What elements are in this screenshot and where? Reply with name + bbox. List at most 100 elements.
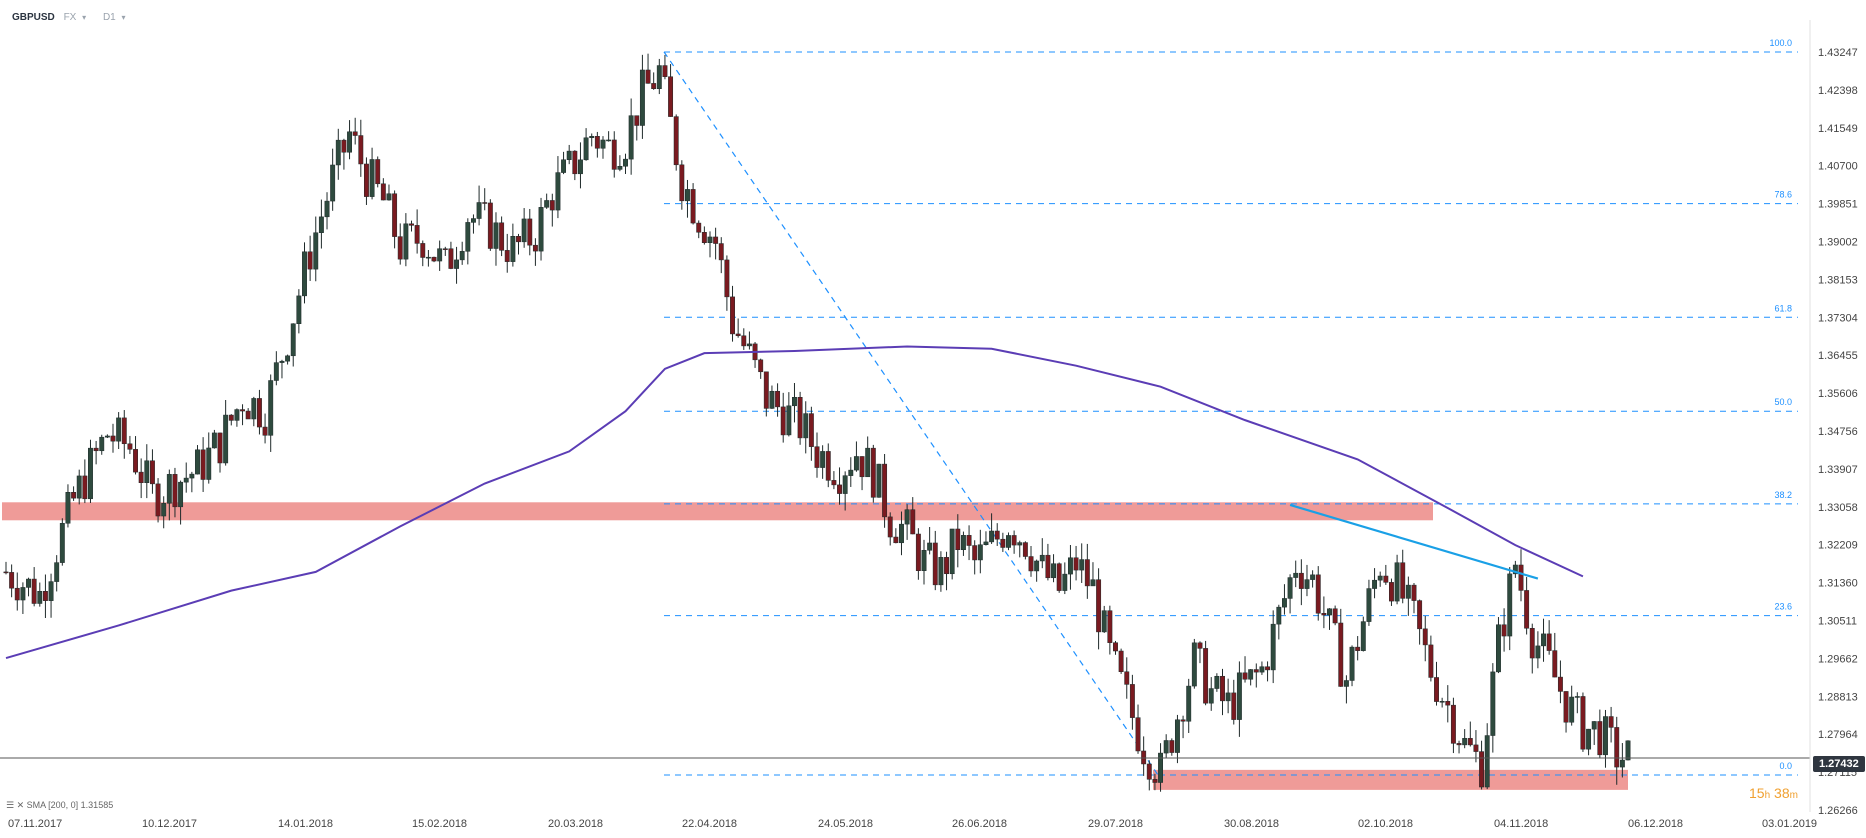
bear-candle [673, 116, 679, 166]
timeframe-chevron-down-icon[interactable]: ▾ [121, 13, 126, 22]
bear-candle [831, 480, 837, 486]
bull-candle [1512, 564, 1518, 575]
bull-candle [296, 295, 302, 324]
bull-candle [544, 200, 550, 208]
bear-candle [724, 259, 730, 298]
bear-candle [172, 474, 178, 508]
support-zone [1153, 769, 1628, 790]
sma-legend[interactable]: ☰ ✕ SMA [200, 0] 1.31585 [6, 800, 113, 811]
bull-candle [369, 159, 375, 197]
candle-countdown: 15h 38m [1749, 785, 1798, 801]
bear-candle [155, 483, 161, 517]
bull-candle [1541, 633, 1546, 647]
bear-candle [420, 243, 426, 258]
bear-candle [1524, 590, 1530, 629]
bear-candle [1203, 648, 1209, 704]
bull-candle [1591, 721, 1597, 730]
bear-candle [1450, 704, 1456, 744]
bull-candle [1282, 598, 1287, 608]
bull-candle [561, 159, 567, 173]
y-tick-label: 1.36455 [1818, 350, 1858, 362]
bear-candle [1332, 608, 1338, 624]
bear-candle [482, 202, 488, 204]
bear-candle [910, 509, 916, 535]
bear-candle [1445, 701, 1451, 706]
bull-candle [324, 200, 330, 218]
bull-candle [1287, 577, 1293, 599]
bear-candle [1434, 677, 1439, 702]
fibonacci-levels: 100.0 78.6 61.8 50.0 38.2 23.6 0.0 [664, 38, 1798, 776]
x-tick-label: 04.11.2018 [1494, 818, 1548, 830]
bull-candle [1439, 701, 1445, 703]
bear-candle [1479, 751, 1485, 788]
bull-candle [1310, 574, 1316, 580]
bull-candle [211, 432, 217, 449]
bear-candle [93, 447, 99, 452]
symbol-label[interactable]: GBPUSD [12, 12, 55, 23]
bear-candle [341, 139, 347, 153]
bear-candle [837, 484, 842, 494]
indicator-icon[interactable]: ☰ ✕ [6, 800, 25, 810]
bull-candle [1090, 579, 1096, 587]
y-tick-label: 1.41549 [1818, 123, 1858, 135]
bear-candle [741, 335, 747, 347]
market-chevron-down-icon[interactable]: ▾ [82, 13, 87, 22]
bull-candle [1276, 606, 1282, 625]
chart-toolbar: GBPUSD FX ▾ D1 ▾ [12, 12, 140, 23]
y-tick-label: 1.32209 [1818, 540, 1858, 552]
bull-candle [37, 591, 43, 604]
bull-candle [279, 360, 285, 363]
bear-candle [1400, 562, 1406, 599]
bear-candle [409, 223, 414, 226]
bear-candle [1056, 563, 1062, 591]
bear-candle [1045, 554, 1051, 579]
market-label[interactable]: FX [63, 12, 77, 23]
bull-candle [403, 223, 409, 260]
bear-candle [1242, 672, 1248, 680]
bull-candle [116, 417, 122, 442]
bull-candle [583, 137, 589, 161]
bull-candle [628, 115, 634, 160]
y-tick-label: 1.33907 [1818, 464, 1858, 476]
bull-candle [685, 189, 690, 202]
bull-candle [1349, 646, 1355, 681]
bear-candle [994, 530, 1000, 540]
bear-candle [775, 390, 781, 408]
bear-candle [701, 232, 707, 243]
y-tick-label: 1.40700 [1818, 161, 1858, 173]
fib-level-label: 23.6 [1774, 602, 1792, 612]
bear-candle [217, 432, 223, 464]
bull-candle [493, 222, 499, 249]
x-tick-label: 02.10.2018 [1358, 818, 1413, 830]
bear-candle [110, 435, 116, 442]
sma-legend-label: SMA [200, 0] 1.31585 [26, 800, 114, 810]
bull-candle [1062, 573, 1068, 591]
x-tick-label: 29.07.2018 [1088, 818, 1143, 830]
bull-candle [1236, 672, 1242, 720]
bull-candle [606, 139, 612, 142]
y-tick-label: 1.35606 [1818, 388, 1858, 400]
bull-candle [285, 355, 291, 362]
bull-candle [617, 166, 623, 170]
bear-candle [893, 536, 899, 544]
x-tick-label: 26.06.2018 [952, 818, 1007, 830]
bull-candle [555, 172, 561, 211]
bull-candle [54, 562, 60, 582]
bear-candle [1597, 721, 1603, 756]
bull-candle [1191, 642, 1197, 687]
bear-candle [679, 164, 685, 202]
bear-candle [713, 236, 719, 244]
bear-candle [594, 136, 600, 149]
bear-candle [1152, 779, 1158, 783]
timeframe-label[interactable]: D1 [102, 12, 116, 23]
bear-candle [1298, 572, 1304, 589]
bear-candle [431, 256, 437, 262]
bear-candle [572, 150, 578, 175]
fib-level-label: 61.8 [1774, 303, 1792, 313]
y-tick-label: 1.42398 [1818, 85, 1858, 97]
bear-candle [487, 202, 493, 249]
y-tick-label: 1.39851 [1818, 199, 1858, 211]
bull-candle [1017, 542, 1023, 546]
